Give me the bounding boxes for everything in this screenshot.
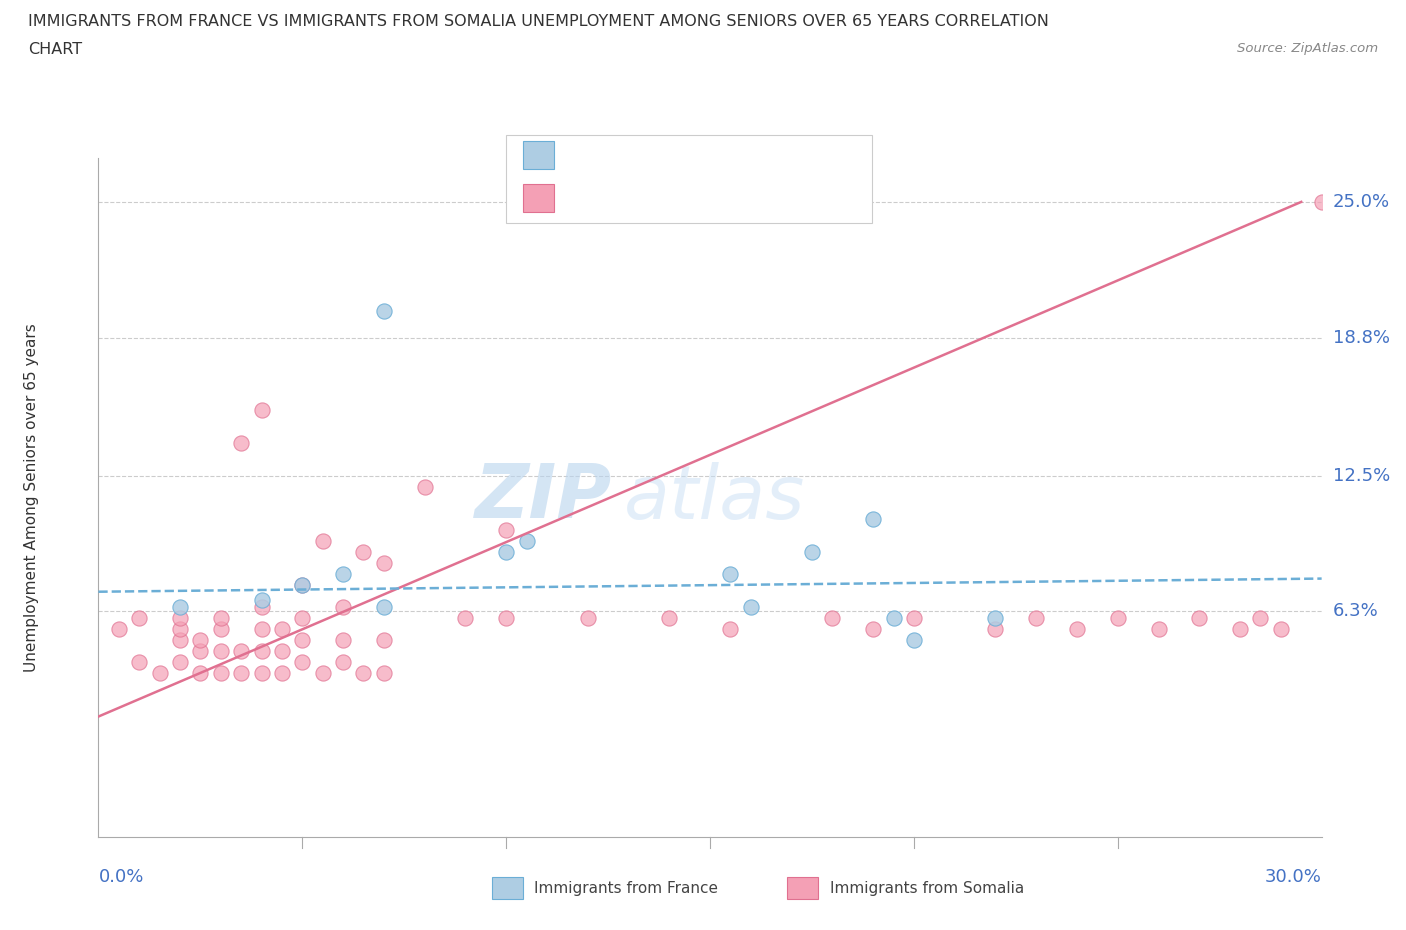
Point [169, 600, 191, 615]
Point [1147, 621, 1170, 636]
Text: 0.541: 0.541 [610, 189, 666, 207]
Point [209, 611, 232, 626]
Point [209, 621, 232, 636]
Point [291, 611, 314, 626]
Point [495, 523, 517, 538]
Point [1270, 621, 1292, 636]
Point [1066, 621, 1088, 636]
Text: Unemployment Among Seniors over 65 years: Unemployment Among Seniors over 65 years [24, 324, 38, 671]
Text: ZIP: ZIP [475, 461, 612, 534]
Text: 30.0%: 30.0% [1265, 868, 1322, 885]
Point [984, 621, 1007, 636]
Point [188, 632, 212, 647]
Point [332, 632, 354, 647]
Point [291, 632, 314, 647]
Text: 0.0%: 0.0% [98, 868, 143, 885]
Point [373, 665, 395, 680]
Point [108, 621, 131, 636]
Point [332, 566, 354, 581]
Text: 60: 60 [709, 189, 734, 207]
Point [128, 655, 150, 670]
Text: Immigrants from France: Immigrants from France [534, 881, 718, 896]
Text: 12.5%: 12.5% [1333, 467, 1391, 485]
Point [903, 611, 925, 626]
Point [291, 578, 314, 592]
Point [373, 632, 395, 647]
Point [821, 611, 844, 626]
Text: R =: R = [568, 189, 607, 207]
Text: CHART: CHART [28, 42, 82, 57]
Text: N =: N = [657, 189, 714, 207]
Point [352, 545, 374, 560]
Point [169, 632, 191, 647]
Point [270, 621, 294, 636]
Text: R =: R = [568, 146, 607, 165]
Point [373, 600, 395, 615]
Point [1229, 621, 1251, 636]
Point [312, 534, 335, 549]
Point [231, 644, 253, 658]
Point [862, 512, 884, 527]
Point [373, 304, 395, 319]
Point [169, 621, 191, 636]
Point [1025, 611, 1047, 626]
Point [903, 632, 925, 647]
Point [149, 665, 172, 680]
Text: 25.0%: 25.0% [1333, 193, 1391, 211]
Point [718, 621, 742, 636]
Point [1249, 611, 1271, 626]
Point [250, 593, 273, 608]
Point [250, 621, 273, 636]
Point [352, 665, 374, 680]
Point [658, 611, 681, 626]
Point [209, 665, 232, 680]
Text: Source: ZipAtlas.com: Source: ZipAtlas.com [1237, 42, 1378, 55]
Text: IMMIGRANTS FROM FRANCE VS IMMIGRANTS FROM SOMALIA UNEMPLOYMENT AMONG SENIORS OVE: IMMIGRANTS FROM FRANCE VS IMMIGRANTS FRO… [28, 14, 1049, 29]
Point [576, 611, 599, 626]
Point [312, 665, 335, 680]
Point [169, 611, 191, 626]
Point [188, 644, 212, 658]
Point [1188, 611, 1211, 626]
Point [188, 665, 212, 680]
Point [495, 611, 517, 626]
Point [413, 479, 436, 494]
Point [291, 655, 314, 670]
Text: 18.8%: 18.8% [1333, 328, 1389, 347]
Point [454, 611, 477, 626]
Point [801, 545, 824, 560]
Point [291, 578, 314, 592]
Point [740, 600, 762, 615]
Point [250, 644, 273, 658]
Point [270, 665, 294, 680]
Point [495, 545, 517, 560]
Point [250, 600, 273, 615]
Point [862, 621, 884, 636]
Point [1310, 194, 1333, 209]
Point [209, 644, 232, 658]
Point [516, 534, 538, 549]
Text: 15: 15 [709, 146, 734, 165]
Text: N =: N = [657, 146, 714, 165]
Point [250, 403, 273, 418]
Point [332, 600, 354, 615]
Text: 6.3%: 6.3% [1333, 603, 1378, 620]
Text: atlas: atlas [624, 461, 806, 534]
Point [332, 655, 354, 670]
Point [984, 611, 1007, 626]
Text: Immigrants from Somalia: Immigrants from Somalia [830, 881, 1024, 896]
Point [231, 435, 253, 450]
Point [373, 556, 395, 571]
Point [270, 644, 294, 658]
Point [250, 665, 273, 680]
Point [1107, 611, 1129, 626]
Point [231, 665, 253, 680]
Point [883, 611, 905, 626]
Point [128, 611, 150, 626]
Text: 0.012: 0.012 [610, 146, 666, 165]
Point [169, 655, 191, 670]
Point [718, 566, 742, 581]
